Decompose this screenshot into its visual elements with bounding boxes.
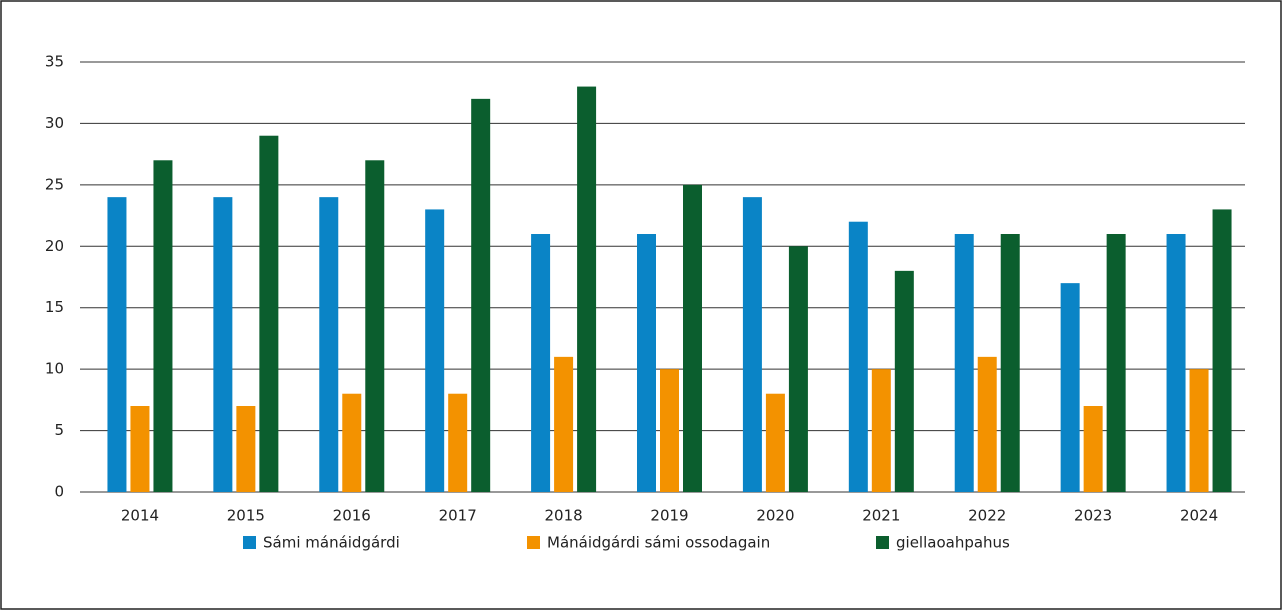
- bar: [236, 406, 256, 492]
- bar: [637, 234, 656, 492]
- bar: [1083, 406, 1103, 492]
- legend-swatch: [527, 536, 540, 549]
- bar: [577, 86, 597, 493]
- bar: [1166, 234, 1186, 492]
- x-tick-label: 2015: [227, 507, 265, 525]
- x-tick-label: 2023: [1074, 507, 1112, 525]
- bar: [1189, 369, 1209, 492]
- bar: [871, 369, 891, 492]
- x-tick-label: 2020: [756, 507, 794, 525]
- bar: [742, 197, 762, 492]
- y-tick-label: 15: [45, 298, 64, 316]
- bar: [342, 393, 362, 492]
- y-tick-label: 0: [54, 483, 64, 501]
- bar: [259, 135, 279, 492]
- bar: [977, 356, 997, 492]
- legend-swatch: [876, 536, 889, 549]
- x-tick-label: 2014: [121, 507, 159, 525]
- y-tick-label: 20: [45, 237, 64, 255]
- legend-label: Sámi mánáidgárdi: [263, 534, 400, 552]
- legend-label: giellaoahpahus: [896, 534, 1010, 552]
- x-tick-label: 2021: [862, 507, 900, 525]
- bar: [425, 209, 445, 492]
- bar: [660, 369, 679, 492]
- bar: [107, 197, 127, 492]
- bar: [130, 406, 150, 492]
- bar: [1000, 234, 1020, 492]
- x-tick-label: 2018: [544, 507, 582, 525]
- bar: [788, 246, 808, 492]
- x-tick-label: 2022: [968, 507, 1006, 525]
- x-tick-label: 2024: [1180, 507, 1218, 525]
- bar: [894, 270, 914, 492]
- bar: [153, 160, 173, 493]
- bar: [1060, 283, 1080, 492]
- x-tick-label: 2016: [333, 507, 371, 525]
- bar: [1106, 234, 1126, 492]
- bar: [683, 184, 702, 492]
- y-tick-label: 10: [45, 360, 64, 378]
- bar: [471, 98, 491, 492]
- bar: [365, 160, 385, 493]
- y-tick-label: 35: [45, 53, 64, 71]
- y-tick-label: 30: [45, 114, 64, 132]
- y-tick-label: 25: [45, 175, 64, 193]
- legend-swatch: [243, 536, 256, 549]
- bar: [848, 221, 868, 492]
- bar: [1212, 209, 1232, 492]
- bar: [531, 234, 551, 492]
- bar: [954, 234, 974, 492]
- bar: [448, 393, 468, 492]
- bar: [765, 393, 785, 492]
- x-tick-label: 2019: [650, 507, 688, 525]
- x-tick-label: 2017: [439, 507, 477, 525]
- bar: [213, 197, 233, 492]
- y-tick-label: 5: [54, 421, 64, 439]
- bar: [554, 356, 574, 492]
- legend-label: Mánáidgárdi sámi ossodagain: [547, 534, 770, 552]
- bar: [319, 197, 339, 492]
